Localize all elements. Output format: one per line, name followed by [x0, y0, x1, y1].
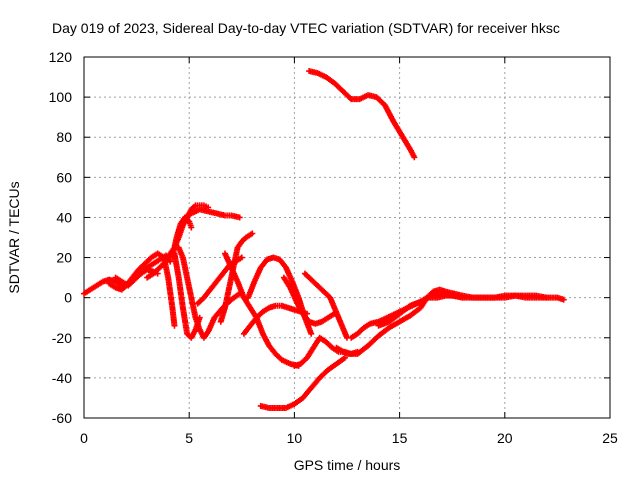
series-arc-7 — [171, 250, 203, 341]
y-tick-label: 60 — [56, 169, 72, 185]
y-tick-label: 100 — [49, 89, 73, 105]
y-tick-label: -20 — [52, 330, 72, 346]
data-point — [236, 214, 243, 221]
y-tick-label: 20 — [56, 250, 72, 266]
data-point — [196, 314, 203, 321]
data-point — [249, 230, 256, 237]
y-tick-label: 80 — [56, 129, 72, 145]
x-tick-label: 10 — [287, 430, 303, 446]
data-point — [543, 294, 550, 301]
series-arc-3 — [112, 252, 174, 289]
x-tick-label: 15 — [392, 430, 408, 446]
data-point — [411, 154, 418, 161]
series-arc-18 — [306, 68, 418, 161]
plot-frame — [83, 56, 611, 419]
axis-ticks: 0 5 10 15 20 25 -60 -40 -20 0 20 40 60 80 100 120 — [49, 49, 618, 446]
x-tick-label: 0 — [80, 430, 88, 446]
series-arc-15 — [280, 274, 338, 327]
x-axis-title: GPS time / hours — [294, 457, 401, 473]
series-arc-14 — [257, 354, 348, 411]
data-point — [560, 296, 567, 303]
y-tick-label: 0 — [64, 290, 72, 306]
data-points — [81, 68, 567, 411]
y-tick-label: -60 — [52, 410, 72, 426]
series-arc-21 — [375, 290, 466, 329]
y-tick-label: 40 — [56, 209, 72, 225]
data-point — [308, 330, 315, 337]
x-tick-label: 5 — [185, 430, 193, 446]
series-arc-8 — [181, 206, 243, 221]
y-tick-label: -40 — [52, 370, 72, 386]
series-arc-17 — [301, 270, 350, 341]
series-arc-13 — [245, 254, 315, 337]
data-point — [171, 322, 178, 329]
chart-title: Day 019 of 2023, Sidereal Day-to-day VTE… — [52, 20, 560, 36]
y-tick-label: 120 — [49, 49, 73, 65]
data-point — [459, 294, 466, 301]
data-point — [238, 254, 245, 261]
x-tick-label: 20 — [497, 430, 513, 446]
x-tick-label: 25 — [602, 430, 618, 446]
y-axis-title: SDTVAR / TECUs — [6, 181, 22, 293]
grid — [84, 57, 610, 418]
data-point — [188, 224, 195, 231]
